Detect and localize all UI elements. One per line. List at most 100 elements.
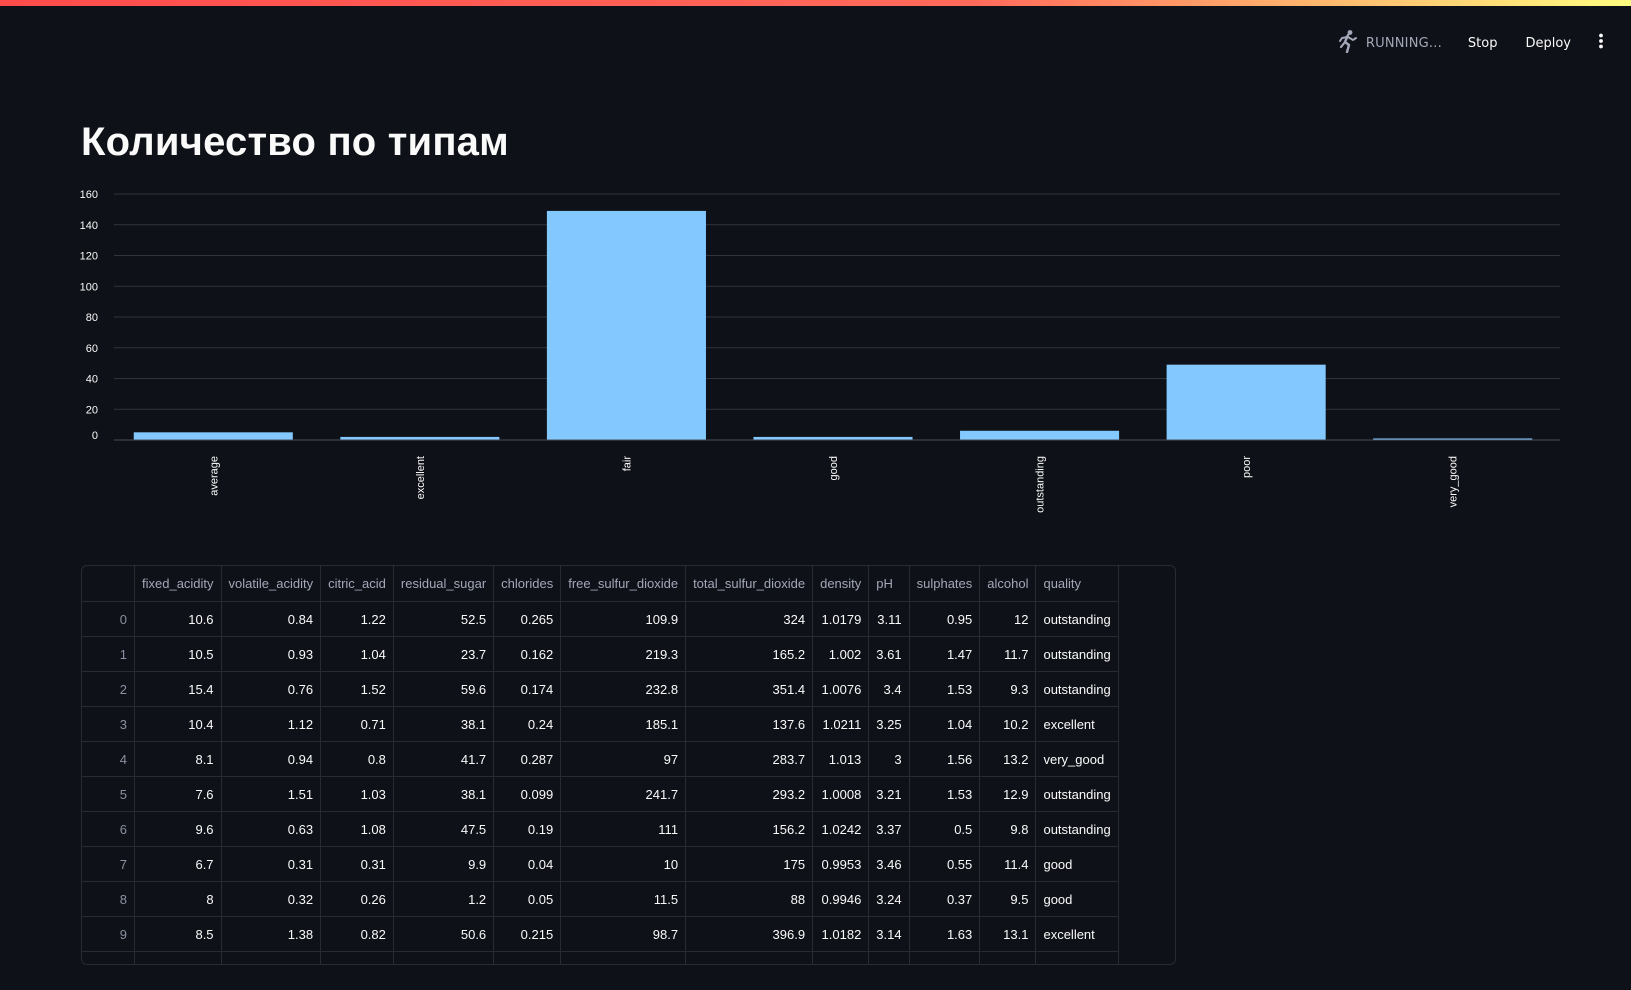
table-cell: 0.55 bbox=[909, 846, 981, 882]
table-cell: 8.1 bbox=[134, 741, 222, 777]
table-row[interactable]: 7 6.7 0.31 0.31 9.9 0.04 10 175 0.9953 3.46 0.55 11… bbox=[82, 846, 1119, 882]
table-row[interactable]: 5 7.6 1.51 1.03 38.1 0.099 241.7 293.2 1.0008 3.2… bbox=[82, 776, 1119, 812]
table-cell: 11.7 bbox=[979, 636, 1037, 672]
table-cell: outstanding bbox=[1035, 776, 1119, 812]
deploy-button[interactable]: Deploy bbox=[1525, 35, 1571, 51]
table-cell: 111 bbox=[560, 811, 687, 847]
table-cell: 324 bbox=[685, 601, 814, 637]
bar-good[interactable] bbox=[753, 436, 913, 440]
table-cell: 8 bbox=[134, 881, 222, 917]
table-cell: 1.0211 bbox=[812, 706, 870, 742]
table-cell: 0.9946 bbox=[812, 881, 870, 917]
table-cell: 12.9 bbox=[979, 776, 1037, 812]
table-cell: 10.5 bbox=[134, 636, 222, 672]
column-header-quality[interactable]: quality bbox=[1035, 566, 1119, 602]
stop-button[interactable]: Stop bbox=[1467, 35, 1498, 51]
table-cell: 0.099 bbox=[493, 776, 562, 812]
table-cell: 0.31 bbox=[320, 846, 394, 882]
table-row[interactable]: 8 8 0.32 0.26 1.2 0.05 11.5 88 0.9946 3.24 0.37 9.5… bbox=[82, 881, 1119, 917]
table-cell: 6.7 bbox=[134, 846, 222, 882]
bar-chart: 0 20 40 60 80 100 120 140 160 average excellent fai… bbox=[80, 189, 1560, 513]
table-cell bbox=[909, 951, 981, 964]
table-cell: 137.6 bbox=[685, 706, 814, 742]
column-header-chlorides[interactable]: chlorides bbox=[493, 566, 562, 602]
table-cell: 0.31 bbox=[221, 846, 322, 882]
bar-outstanding[interactable] bbox=[960, 430, 1120, 440]
table-cell: good bbox=[1035, 846, 1119, 882]
table-cell: 0.93 bbox=[221, 636, 322, 672]
data-table[interactable]: fixed_acidity volatile_acidity citric_acid… bbox=[81, 565, 1176, 965]
table-cell: 0.84 bbox=[221, 601, 322, 637]
table-row[interactable]: 1 10.5 0.93 1.04 23.7 0.162 219.3 165.2 1.002 3.6… bbox=[82, 636, 1119, 672]
app-toolbar: RUNNING... Stop Deploy bbox=[1336, 26, 1615, 60]
table-cell: 9.9 bbox=[393, 846, 495, 882]
table-cell: 1.0182 bbox=[812, 916, 870, 952]
table-cell: 11.5 bbox=[560, 881, 687, 917]
table-cell: 0.37 bbox=[909, 881, 981, 917]
table-cell: 0.95 bbox=[909, 601, 981, 637]
table-cell: 47.5 bbox=[393, 811, 495, 847]
table-cell: 0.8 bbox=[320, 741, 394, 777]
table-cell: 9.8 bbox=[979, 811, 1037, 847]
table-cell: 3.21 bbox=[868, 776, 910, 812]
running-figure-icon bbox=[1336, 29, 1358, 57]
table-cell: 1.47 bbox=[909, 636, 981, 672]
y-tick-label: 140 bbox=[80, 220, 98, 232]
table-row[interactable]: 4 8.1 0.94 0.8 41.7 0.287 97 283.7 1.013 3 1.56 13.… bbox=[82, 741, 1119, 777]
x-tick-label: outstanding bbox=[1035, 456, 1047, 513]
table-cell: 0.04 bbox=[493, 846, 562, 882]
table-cell: outstanding bbox=[1035, 636, 1119, 672]
table-cell: 0.32 bbox=[221, 881, 322, 917]
table-row[interactable]: 0 10.6 0.84 1.22 52.5 0.265 109.9 324 1.0179 3.11… bbox=[82, 601, 1119, 637]
table-cell: 9.6 bbox=[134, 811, 222, 847]
table-cell: 12 bbox=[979, 601, 1037, 637]
column-header-fixed_acidity[interactable]: fixed_acidity bbox=[134, 566, 222, 602]
table-cell bbox=[685, 951, 814, 964]
bar-poor[interactable] bbox=[1166, 364, 1326, 440]
row-index: 5 bbox=[82, 776, 135, 812]
table-row[interactable]: 2 15.4 0.76 1.52 59.6 0.174 232.8 351.4 1.0076 3.… bbox=[82, 671, 1119, 707]
table-cell: 10 bbox=[560, 846, 687, 882]
column-header-sulphates[interactable]: sulphates bbox=[909, 566, 981, 602]
table-cell: 1.013 bbox=[812, 741, 870, 777]
column-header-pH[interactable]: pH bbox=[868, 566, 910, 602]
table-cell: 3.11 bbox=[868, 601, 910, 637]
table-cell: 13.1 bbox=[979, 916, 1037, 952]
table-cell: 88 bbox=[685, 881, 814, 917]
y-tick-label: 160 bbox=[80, 189, 98, 201]
table-cell: 9.5 bbox=[979, 881, 1037, 917]
x-tick-label: average bbox=[208, 456, 220, 496]
row-index: 9 bbox=[82, 916, 135, 952]
column-header-density[interactable]: density bbox=[812, 566, 870, 602]
column-header-citric_acid[interactable]: citric_acid bbox=[320, 566, 394, 602]
main-menu-button[interactable] bbox=[1587, 28, 1615, 58]
bar-average[interactable] bbox=[133, 432, 293, 440]
table-row[interactable]: 6 9.6 0.63 1.08 47.5 0.19 111 156.2 1.0242 3.37 0.… bbox=[82, 811, 1119, 847]
column-header-total_sulfur_dioxide[interactable]: total_sulfur_dioxide bbox=[685, 566, 814, 602]
table-cell: 3.37 bbox=[868, 811, 910, 847]
table-cell: 10.2 bbox=[979, 706, 1037, 742]
column-header-volatile_acidity[interactable]: volatile_acidity bbox=[221, 566, 322, 602]
table-cell bbox=[560, 951, 687, 964]
bar-excellent[interactable] bbox=[340, 436, 500, 440]
running-status: RUNNING... bbox=[1336, 29, 1442, 57]
table-cell: 11.4 bbox=[979, 846, 1037, 882]
x-tick-label: excellent bbox=[415, 456, 427, 499]
table-row[interactable]: 9 8.5 1.38 0.82 50.6 0.215 98.7 396.9 1.0182 3.14… bbox=[82, 916, 1119, 952]
column-header-residual_sugar[interactable]: residual_sugar bbox=[393, 566, 495, 602]
column-header-free_sulfur_dioxide[interactable]: free_sulfur_dioxide bbox=[560, 566, 687, 602]
table-row[interactable]: 3 10.4 1.12 0.71 38.1 0.24 185.1 137.6 1.0211 3.2… bbox=[82, 706, 1119, 742]
column-header-alcohol[interactable]: alcohol bbox=[979, 566, 1037, 602]
row-index: 2 bbox=[82, 671, 135, 707]
table-cell bbox=[868, 951, 910, 964]
bar-fair[interactable] bbox=[546, 210, 706, 440]
table-cell: 283.7 bbox=[685, 741, 814, 777]
table-cell: very_good bbox=[1035, 741, 1119, 777]
table-cell: 165.2 bbox=[685, 636, 814, 672]
table-cell: 232.8 bbox=[560, 671, 687, 707]
table-cell: 50.6 bbox=[393, 916, 495, 952]
table-cell: excellent bbox=[1035, 916, 1119, 952]
table-cell: 0.24 bbox=[493, 706, 562, 742]
bar-very_good[interactable] bbox=[1373, 438, 1533, 440]
table-cell: good bbox=[1035, 881, 1119, 917]
